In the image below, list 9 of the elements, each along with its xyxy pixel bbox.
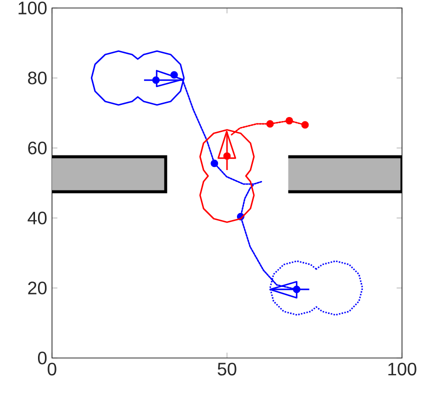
y-tick-label: 80: [28, 72, 47, 84]
x-tick-label: 100: [388, 362, 416, 376]
y-tick-label: 0: [38, 352, 47, 364]
y-tick-label: 20: [28, 282, 47, 294]
y-tick-label: 60: [28, 142, 47, 154]
x-tick-label: 0: [48, 362, 56, 376]
y-tick-label: 100: [18, 2, 47, 14]
y-tick-label: 40: [28, 212, 47, 224]
x-tick-label: 50: [218, 362, 236, 376]
